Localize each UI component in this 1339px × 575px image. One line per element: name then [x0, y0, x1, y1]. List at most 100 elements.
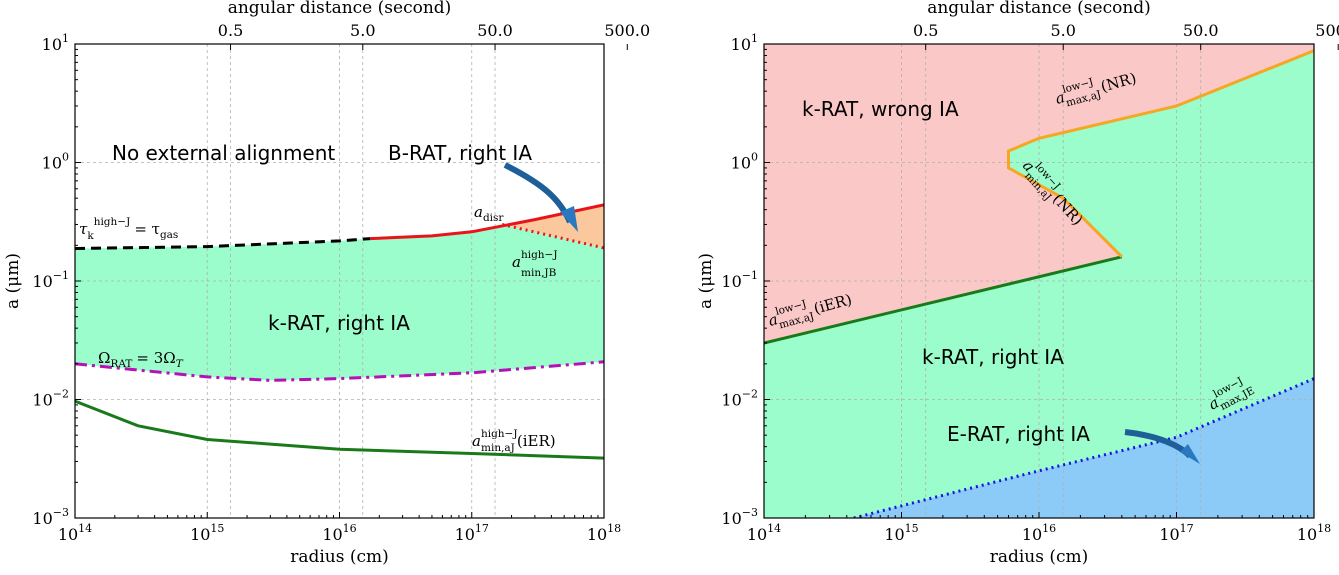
omega-rhs: = 3Ω — [136, 349, 175, 367]
tick-exp: 14 — [767, 522, 781, 535]
tick-exp: 16 — [1042, 522, 1056, 535]
right-y-axis-title: a (μm) — [696, 253, 716, 309]
a-min-aJ-sup: high−J — [481, 428, 518, 440]
y-tick-label: 101 — [731, 32, 758, 54]
right-top-axis-title: angular distance (second) — [927, 0, 1151, 18]
tick-exp: 1 — [751, 32, 758, 45]
tau-sub: k — [87, 230, 94, 242]
a-disr-a: a — [474, 203, 483, 221]
tick-base: 10 — [587, 525, 607, 544]
x-tick-label: 1014 — [747, 522, 781, 544]
omega-lhs-sub: RAT — [110, 358, 132, 370]
a-min-aJ-iER-line — [75, 399, 604, 460]
y-tick-label: 10−3 — [32, 506, 69, 528]
tick-base: 10 — [58, 525, 78, 544]
tick-exp: −1 — [53, 269, 69, 282]
tick-base: 10 — [721, 272, 741, 291]
grid-left — [75, 44, 604, 518]
brat-right-region — [502, 204, 604, 248]
tick-exp: 1 — [62, 32, 69, 45]
tick-base: 10 — [731, 154, 751, 173]
tick-base: 10 — [32, 509, 52, 528]
omega-line — [75, 360, 604, 382]
tick-base: 10 — [721, 391, 741, 410]
omega-label: ΩRAT = 3ΩT — [98, 349, 184, 370]
x-tick-label: 1016 — [1022, 522, 1056, 544]
krat-right-label-right: k-RAT, right IA — [922, 345, 1064, 369]
a-min-aJ-label: ahigh−J min,aJ (iER) — [472, 428, 556, 454]
tick-base: 10 — [32, 391, 52, 410]
top-tick-label: 5.0 — [1050, 21, 1075, 40]
top-tick-label: 50.0 — [477, 21, 513, 40]
tick-base: 10 — [1022, 525, 1042, 544]
tick-base: 10 — [32, 272, 52, 291]
top-tick-label: 500.0 — [604, 21, 650, 40]
no-alignment-label: No external alignment — [112, 141, 335, 165]
tick-exp: −3 — [53, 506, 69, 519]
a-min-JB-sub: min,JB — [521, 267, 557, 279]
tick-base: 10 — [1297, 525, 1317, 544]
top-tick-label: 0.5 — [913, 21, 938, 40]
tick-base: 10 — [42, 35, 62, 54]
a-min-JB-sup: high−J — [521, 249, 558, 261]
a-max-aJ-iER-line — [764, 255, 1123, 345]
a-disr-line — [369, 203, 604, 241]
top-tick-label: 500.0 — [1315, 21, 1339, 40]
krat-right-label-left: k-RAT, right IA — [268, 311, 410, 335]
tick-exp: −1 — [742, 269, 758, 282]
x-tick-label: 1018 — [587, 522, 621, 544]
a-min-aJ-sub: min,aJ — [481, 442, 515, 454]
brat-arrowhead — [560, 206, 578, 232]
tau-sup: high−J — [94, 216, 131, 228]
krat-wrong-label: k-RAT, wrong IA — [802, 97, 959, 121]
tick-exp: −3 — [742, 506, 758, 519]
y-tick-label: 101 — [42, 32, 69, 54]
omega-rhs-sub: T — [176, 358, 184, 370]
tick-base: 10 — [42, 154, 62, 173]
y-tick-label: 10−3 — [721, 506, 758, 528]
grid-right — [764, 44, 1314, 518]
erat-label: E-RAT, right IA — [947, 422, 1090, 446]
y-tick-label: 10−1 — [721, 269, 758, 291]
tick-exp: −2 — [53, 388, 69, 401]
y-tick-label: 100 — [42, 151, 69, 173]
a-min-aJ-a: a — [472, 432, 481, 450]
x-tick-label: 1014 — [58, 522, 92, 544]
brat-label: B-RAT, right IA — [388, 141, 532, 165]
tick-base: 10 — [884, 525, 904, 544]
tick-exp: 14 — [78, 522, 92, 535]
y-tick-label: 100 — [731, 151, 758, 173]
tick-exp: 18 — [1317, 522, 1331, 535]
tick-base: 10 — [747, 525, 767, 544]
x-tick-label: 1018 — [1297, 522, 1331, 544]
a-min-JB-a: a — [512, 253, 521, 271]
tick-exp: 15 — [210, 522, 224, 535]
top-tick-label: 50.0 — [1183, 21, 1219, 40]
tau-rhs-sub: gas — [160, 229, 178, 241]
a-NR-curve — [1007, 49, 1314, 258]
tau-gas-label: τkhigh−J = τgas — [79, 216, 178, 242]
tick-base: 10 — [190, 525, 210, 544]
tau-lhs: τ — [79, 220, 88, 238]
tick-base: 10 — [322, 525, 342, 544]
top-tick-label: 5.0 — [350, 21, 375, 40]
tick-exp: 15 — [905, 522, 919, 535]
erat-arrowhead — [1180, 444, 1200, 464]
tick-exp: −2 — [742, 388, 758, 401]
erat-right-region — [853, 378, 1314, 518]
tau-rhs: = τ — [134, 220, 160, 238]
x-tick-label: 1017 — [1159, 522, 1193, 544]
a-min-aJ-suffix: (iER) — [517, 432, 556, 450]
x-tick-label: 1015 — [884, 522, 918, 544]
tick-exp: 0 — [62, 151, 69, 164]
left-y-axis-title: a (μm) — [3, 253, 23, 309]
tick-exp: 0 — [751, 151, 758, 164]
tick-base: 10 — [731, 35, 751, 54]
tick-exp: 16 — [343, 522, 357, 535]
x-tick-label: 1015 — [190, 522, 224, 544]
